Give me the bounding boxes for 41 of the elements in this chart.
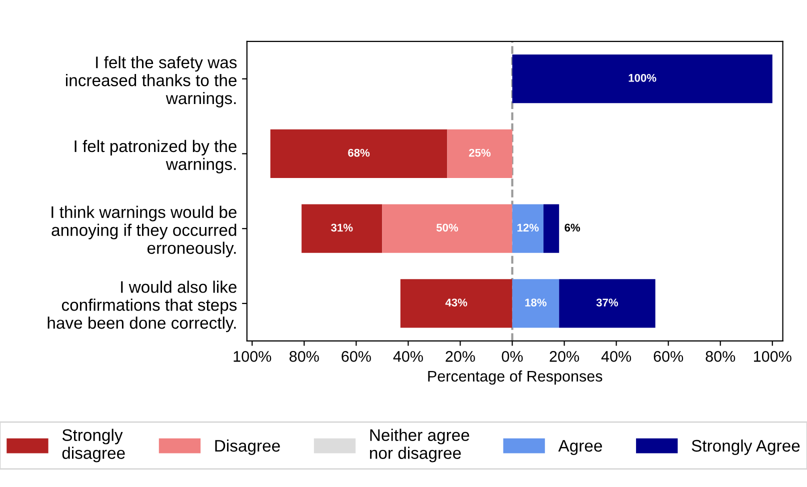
x-tick-label: 60% <box>654 351 684 362</box>
data-label: 12% <box>517 224 539 232</box>
bar <box>512 279 560 328</box>
x-tick-label: 0% <box>502 351 523 362</box>
x-tick-label: 100% <box>754 351 792 362</box>
x-tick-label: 100% <box>234 351 272 362</box>
bar <box>400 279 512 328</box>
x-tick-label: 80% <box>290 351 319 362</box>
data-label: 50% <box>436 224 458 232</box>
bar <box>559 279 656 328</box>
bar <box>512 54 772 104</box>
legend-label: Strongly disagree <box>62 428 125 462</box>
y-tick-label: I think warnings would be annoying if they occurred erroneously. <box>52 206 236 258</box>
data-label: 25% <box>469 148 491 157</box>
y-tick-label: I felt patronized by the warnings. <box>74 140 236 174</box>
x-tick-label: 40% <box>393 351 423 362</box>
legend-label: Strongly Agree <box>692 439 800 456</box>
y-tick-label: I would also like confirmations that steps have been done correctly. <box>48 280 237 332</box>
bar <box>512 204 544 253</box>
data-label: 31% <box>331 224 353 232</box>
bar <box>302 204 382 253</box>
data-label: 43% <box>445 298 468 306</box>
y-tick-label: I felt the safety was increased thanks to the warnings. <box>66 56 237 108</box>
x-tick-label: 80% <box>706 351 736 362</box>
data-label: 100% <box>628 74 656 82</box>
data-label: 68% <box>348 148 370 157</box>
x-tick-label: 20% <box>550 351 580 362</box>
x-tick-label: 40% <box>601 351 632 362</box>
data-label: 37% <box>596 298 618 306</box>
bar <box>543 204 560 253</box>
data-label: 6% <box>564 224 580 232</box>
bar <box>382 204 512 253</box>
x-tick-label: 60% <box>342 351 371 362</box>
data-label: 18% <box>525 298 546 306</box>
bar <box>270 129 448 178</box>
x-tick-label: 20% <box>446 351 475 362</box>
legend-label: Disagree <box>215 439 280 456</box>
bar <box>447 129 512 178</box>
legend-label: Neither agree nor disagree <box>370 428 470 462</box>
x-axis-title: Percentage of Responses <box>428 370 602 385</box>
legend-label: Agree <box>558 440 602 456</box>
